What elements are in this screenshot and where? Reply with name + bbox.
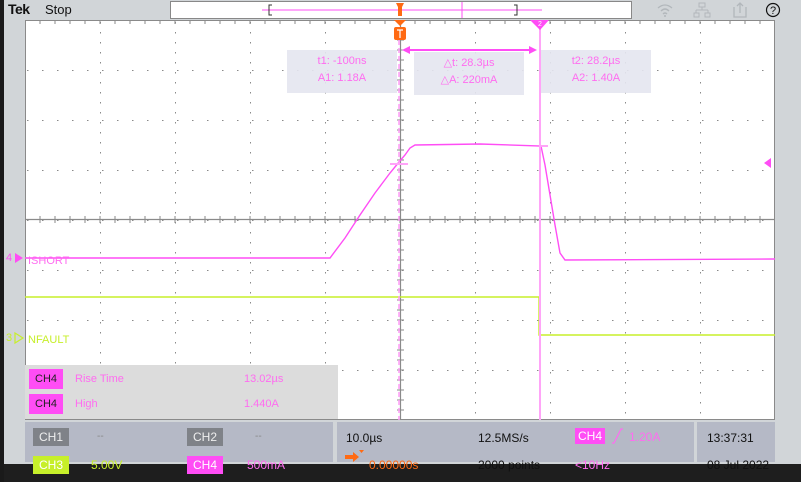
ch3-scale: 5.00V (91, 458, 123, 472)
cursor2-readout: t2: 28.2µs A2: 1.40A (541, 50, 651, 93)
right-margin (775, 20, 801, 421)
cursor1-readout: t1: -100ns A1: 1.18A (287, 50, 397, 93)
cursor1-time: t1: -100ns (317, 55, 367, 67)
ch3-waveform (25, 296, 775, 336)
ch4-offset-icon (15, 253, 23, 263)
ch2-scale: -- (255, 431, 262, 442)
ch2-badge[interactable]: CH2 (187, 428, 224, 446)
horizontal-trigger-panel[interactable]: 10.0µs 0.00000s 12.5MS/s 2000 points CH4… (337, 422, 694, 472)
trigger-level-icon (764, 158, 771, 168)
clock-panel: 13:37:31 08 Jul 2022 (697, 422, 775, 472)
svg-text:2: 2 (538, 21, 542, 28)
trigger-position-icon (396, 3, 404, 16)
graticule (25, 20, 775, 420)
bezel (0, 0, 4, 482)
horizontal-position-arrow-icon (345, 450, 364, 462)
cursor2-handle-icon (530, 20, 549, 30)
svg-text:?: ? (770, 5, 776, 17)
delta-amplitude: △A: 220mA (440, 74, 498, 86)
measurement-value: 1.440A (244, 398, 279, 410)
tek-logo: Tek (8, 1, 30, 17)
trigger-level[interactable]: 1.20A (629, 430, 661, 444)
wifi-icon[interactable] (656, 2, 674, 18)
measurement-value: 13.02µs (244, 373, 284, 385)
cursor2-time: t2: 28.2µs (571, 55, 621, 67)
measurement-source: CH4 (29, 394, 64, 414)
trigger-position-icon (394, 20, 406, 40)
ch3-label[interactable]: NFAULT (28, 334, 70, 346)
ch4-waveform (25, 143, 776, 261)
ch4-label[interactable]: ISHORT (28, 255, 70, 267)
measurement-high[interactable]: CH4 High 1.440A (29, 394, 334, 414)
ch4-scale: 500mA (247, 458, 286, 472)
horizontal-position[interactable]: 0.00000s (369, 458, 419, 472)
measurement-name: Rise Time (75, 373, 124, 385)
rising-edge-icon (611, 428, 623, 449)
left-margin (4, 20, 25, 421)
delta-arrow (402, 46, 537, 54)
network-icon[interactable] (693, 2, 711, 18)
measurement-source: CH4 (29, 369, 64, 389)
ch1-badge[interactable]: CH1 (33, 428, 70, 446)
export-icon[interactable] (731, 2, 749, 18)
measurement-rise-time[interactable]: CH4 Rise Time 13.02µs (29, 369, 334, 389)
record-length[interactable]: 2000 points (478, 458, 541, 472)
delta-time: △t: 28.3µs (443, 57, 495, 69)
horizontal-scale[interactable]: 10.0µs (346, 431, 383, 445)
waveform-record-view[interactable] (170, 1, 632, 19)
channel-panel: CH1 -- CH2 -- CH3 5.00V CH4 500mA (25, 422, 333, 474)
trigger-source[interactable]: CH4 (575, 428, 606, 444)
measurement-name: High (75, 398, 98, 410)
measurement-panel: CH4 Rise Time 13.02µs CH4 High 1.440A (25, 365, 338, 419)
ch3-number: 3 (6, 332, 13, 344)
ch3-offset-icon (14, 331, 25, 345)
clock-date: 08 Jul 2022 (707, 458, 770, 472)
clock-time: 13:37:31 (707, 431, 754, 445)
help-icon[interactable]: ? (764, 2, 782, 18)
ch4-badge[interactable]: CH4 (187, 456, 224, 474)
ch1-scale: -- (97, 431, 104, 442)
cursor2-amplitude: A2: 1.40A (571, 72, 621, 84)
run-stop-status[interactable]: Stop (45, 2, 72, 17)
sample-rate: 12.5MS/s (478, 431, 529, 445)
ch4-number: 4 (6, 252, 13, 264)
trigger-frequency: <10Hz (575, 458, 611, 472)
ch3-badge[interactable]: CH3 (33, 456, 70, 474)
cursor1-amplitude: A1: 1.18A (317, 72, 367, 84)
delta-readout: △t: 28.3µs △A: 220mA (414, 52, 524, 95)
